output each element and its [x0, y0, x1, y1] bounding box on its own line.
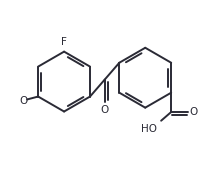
Text: HO: HO [141, 124, 157, 134]
Text: O: O [101, 105, 109, 115]
Text: F: F [61, 37, 67, 47]
Text: O: O [19, 96, 28, 106]
Text: O: O [189, 107, 198, 117]
